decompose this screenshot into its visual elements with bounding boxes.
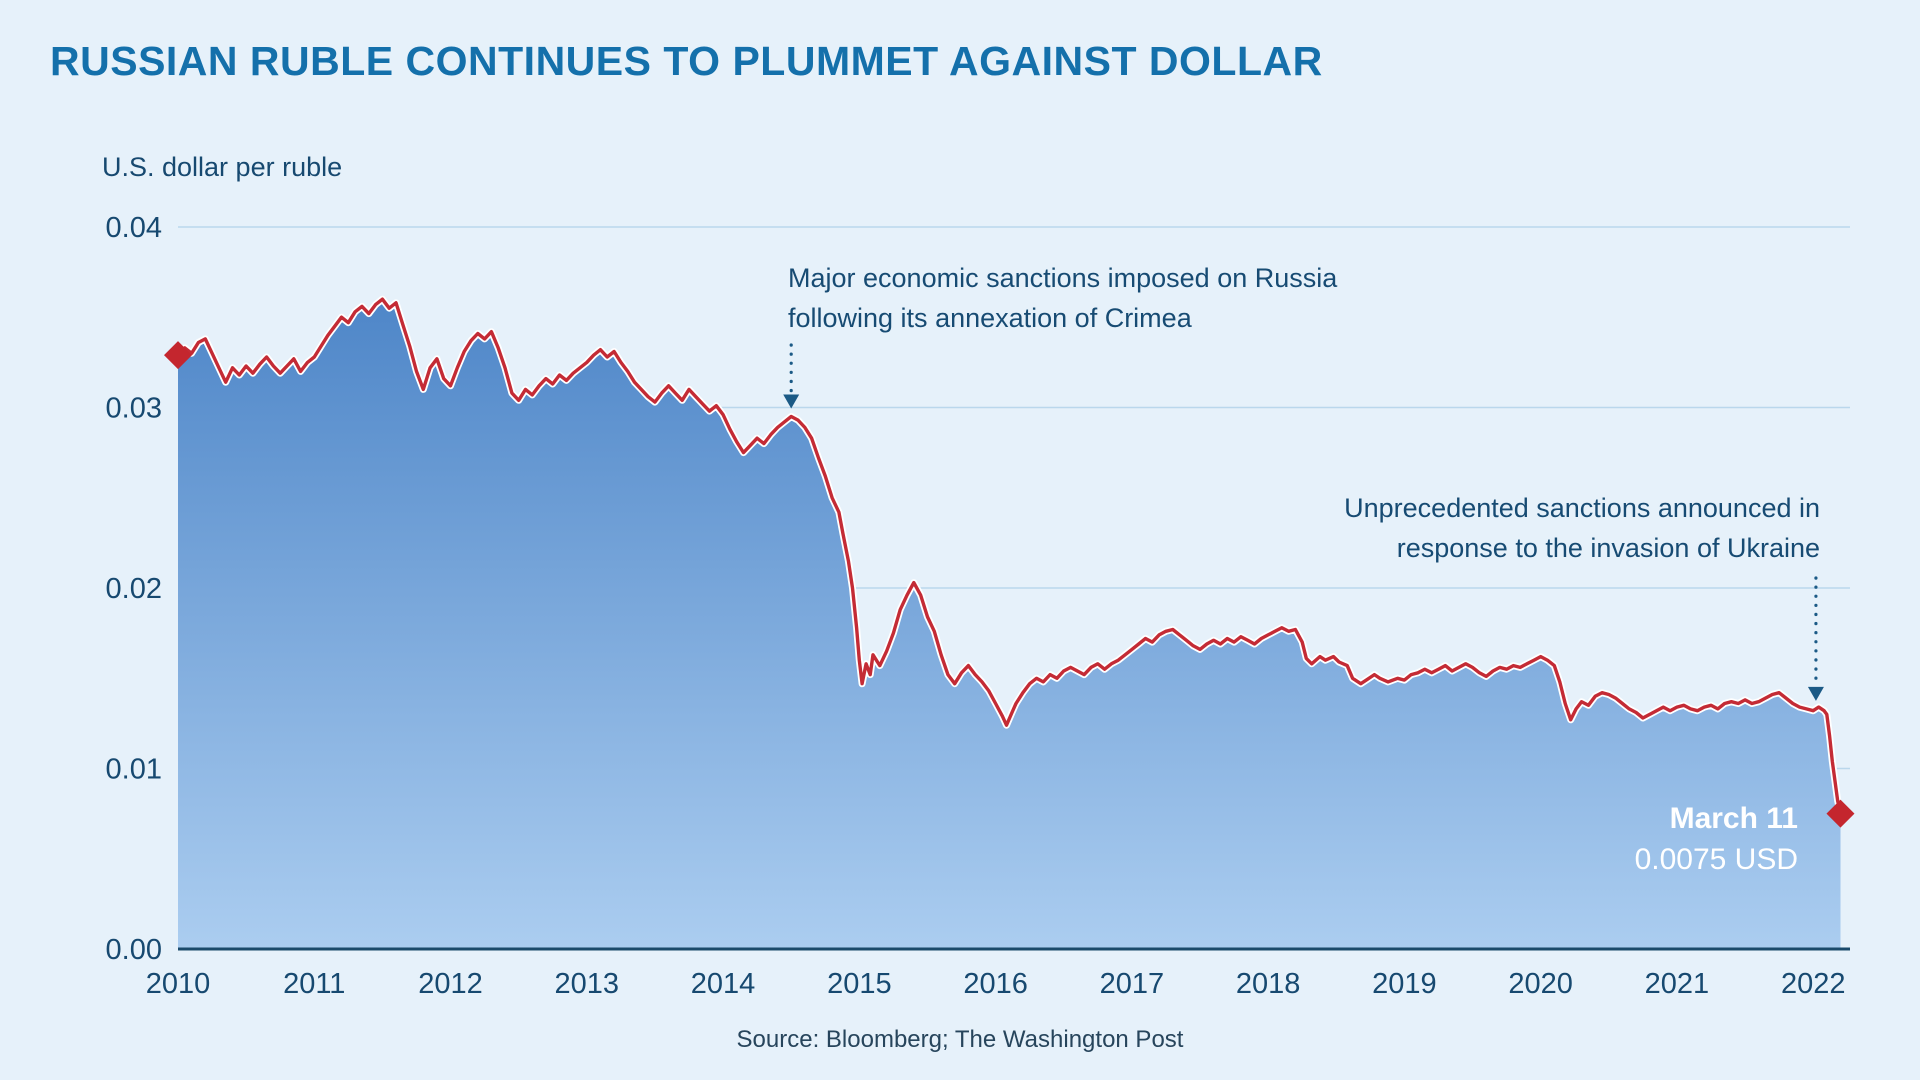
march-11-date-text: March 11: [1669, 802, 1798, 835]
source-attribution: Source: Bloomberg; The Washington Post: [736, 1026, 1184, 1053]
march-11-value-text: 0.0075 USD: [1634, 843, 1798, 876]
x-tick-label: 2022: [1781, 968, 1846, 1000]
x-tick-label: 2010: [146, 968, 211, 1000]
x-tick-label: 2018: [1236, 968, 1301, 1000]
annotation-ukraine-sanctions: Unprecedented sanctions announced in res…: [1344, 488, 1820, 568]
annotation-crimea-line-2: following its annexation of Crimea: [788, 303, 1192, 333]
x-tick-label: 2019: [1372, 968, 1437, 1000]
y-tick-label: 0.02: [106, 573, 162, 605]
chart-title: RUSSIAN RUBLE CONTINUES TO PLUMMET AGAIN…: [50, 38, 1323, 84]
y-tick-label: 0.01: [106, 754, 162, 786]
x-tick-label: 2016: [963, 968, 1028, 1000]
y-tick-label: 0.04: [106, 212, 162, 244]
x-tick-label: 2013: [555, 968, 620, 1000]
y-axis-unit-label: U.S. dollar per ruble: [102, 152, 343, 182]
x-tick-label: 2012: [418, 968, 483, 1000]
annotation-ukraine-line-1: Unprecedented sanctions announced in: [1344, 493, 1820, 523]
x-tick-label: 2011: [283, 968, 345, 1000]
arrowhead-down-icon: [1807, 686, 1824, 701]
annotation-crimea-line-1: Major economic sanctions imposed on Russ…: [788, 263, 1338, 293]
x-tick-label: 2020: [1508, 968, 1573, 1000]
diamond-marker: [1826, 799, 1855, 828]
annotation-ukraine-line-2: response to the invasion of Ukraine: [1396, 533, 1820, 563]
y-tick-label: 0.00: [106, 934, 162, 966]
x-tick-label: 2017: [1100, 968, 1165, 1000]
arrowhead-down-icon: [783, 394, 800, 409]
diamond-marker: [164, 341, 192, 370]
y-tick-label: 0.03: [106, 393, 162, 425]
x-tick-label: 2015: [827, 968, 892, 1000]
x-tick-label: 2021: [1645, 968, 1710, 1000]
march-11-data-label: March 11 0.0075 USD: [1635, 798, 1798, 880]
x-tick-label: 2014: [691, 968, 756, 1000]
annotation-crimea-sanctions: Major economic sanctions imposed on Russ…: [788, 258, 1337, 338]
